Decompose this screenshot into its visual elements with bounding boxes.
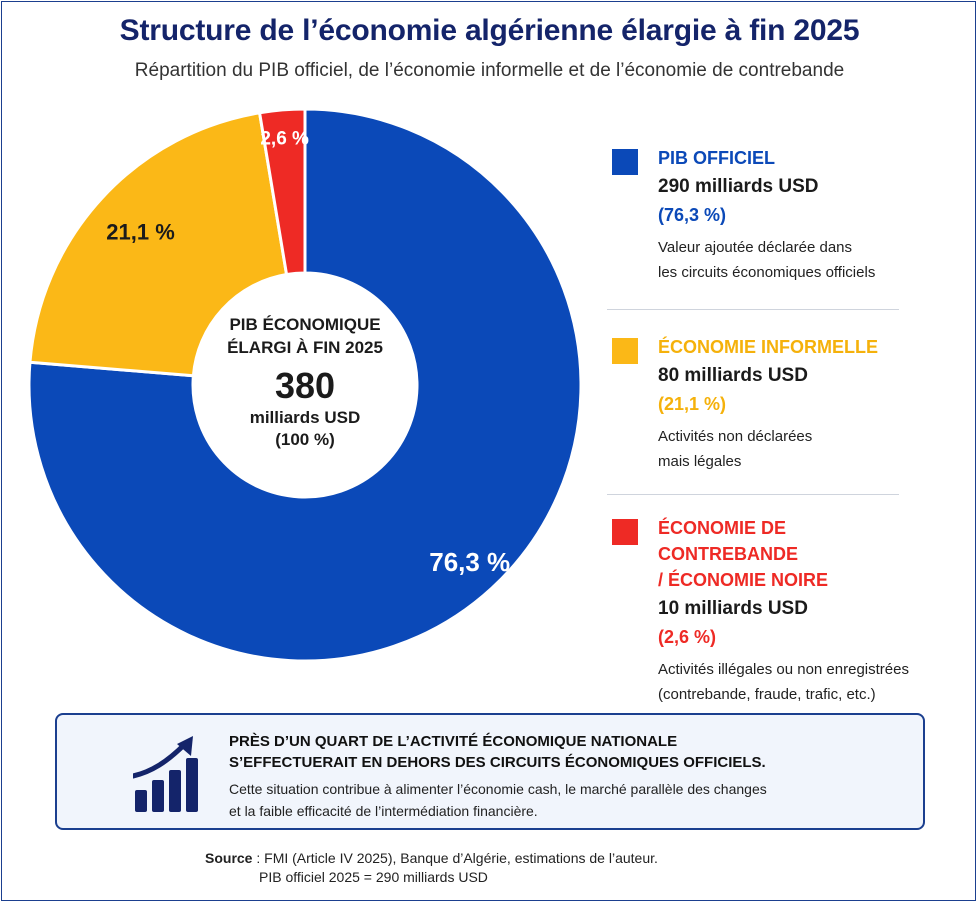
legend-desc-line: Activités non déclarées bbox=[658, 428, 813, 445]
legend-name-line1: ÉCONOMIE DE CONTREBANDE bbox=[658, 518, 799, 564]
center-total-value: 380 bbox=[274, 365, 336, 406]
insight-headline-line: S’EFFECTUERAIT EN DEHORS DES CIRCUITS ÉC… bbox=[229, 754, 766, 771]
donut-center-label: PIB ÉCONOMIQUE ÉLARGI À FIN 2025 380 mil… bbox=[195, 313, 415, 451]
insight-text-line: et la faible efficacité de l’intermédiat… bbox=[229, 803, 538, 819]
legend-value: 10 milliards USD bbox=[658, 598, 808, 619]
legend-divider bbox=[607, 494, 899, 495]
key-insight-box: PRÈS D’UN QUART DE L’ACTIVITÉ ÉCONOMIQUE… bbox=[55, 713, 925, 830]
center-total-percent: (100 %) bbox=[275, 430, 335, 449]
legend-value: 80 milliards USD bbox=[658, 365, 808, 386]
legend-divider bbox=[607, 309, 899, 310]
center-title-line1: PIB ÉCONOMIQUE bbox=[229, 315, 381, 334]
insight-text: Cette situation contribue à alimenter l’… bbox=[229, 778, 889, 822]
legend-swatch-red bbox=[612, 519, 638, 545]
legend-desc-line: Valeur ajoutée déclarée dans bbox=[658, 239, 853, 256]
slice-economie-contrebande bbox=[257, 107, 307, 277]
center-title-line2: ÉLARGI À FIN 2025 bbox=[227, 338, 383, 357]
slice-pib-officiel bbox=[27, 107, 583, 663]
slice-label-economie-informelle: 21,1 % bbox=[106, 219, 175, 244]
legend-description: Valeur ajoutée déclarée dans les circuit… bbox=[658, 235, 912, 285]
source-text-line2: PIB officiel 2025 = 290 milliards USD bbox=[259, 869, 488, 885]
insight-headline-line: PRÈS D’UN QUART DE L’ACTIVITÉ ÉCONOMIQUE… bbox=[229, 733, 678, 750]
insight-text-line: Cette situation contribue à alimenter l’… bbox=[229, 781, 767, 797]
legend-percent: (2,6 %) bbox=[658, 627, 717, 647]
insight-headline: PRÈS D’UN QUART DE L’ACTIVITÉ ÉCONOMIQUE… bbox=[229, 731, 889, 773]
source-note: Source : FMI (Article IV 2025), Banque d… bbox=[205, 849, 658, 887]
legend-percent: (21,1 %) bbox=[658, 394, 727, 414]
slice-label-pib-officiel: 76,3 % bbox=[429, 547, 510, 577]
legend-desc-line: mais légales bbox=[658, 453, 742, 470]
chart-subtitle: Répartition du PIB officiel, de l’économ… bbox=[134, 60, 845, 81]
slice-economie-informelle bbox=[28, 111, 289, 378]
legend-item-economie-contrebande: ÉCONOMIE DE CONTREBANDE / ÉCONOMIE NOIRE… bbox=[612, 515, 912, 707]
legend-swatch-blue bbox=[612, 149, 638, 175]
center-total-unit: milliards USD bbox=[249, 408, 361, 427]
source-label: Source bbox=[205, 850, 253, 866]
legend-percent: (76,3 %) bbox=[658, 205, 727, 225]
slice-label-economie-contrebande: 2,6 % bbox=[260, 128, 309, 149]
legend-swatch-yellow bbox=[612, 338, 638, 364]
chart-title: Structure de l’économie algérienne élarg… bbox=[119, 14, 860, 47]
growth-chart-icon bbox=[133, 736, 198, 812]
legend-name: ÉCONOMIE INFORMELLE bbox=[658, 337, 878, 357]
legend-desc-line: (contrebande, fraude, trafic, etc.) bbox=[658, 686, 876, 703]
legend-description: Activités non déclarées mais légales bbox=[658, 424, 912, 474]
legend-name-line2: / ÉCONOMIE NOIRE bbox=[658, 570, 829, 590]
legend-item-economie-informelle: ÉCONOMIE INFORMELLE 80 milliards USD (21… bbox=[612, 334, 912, 474]
legend-desc-line: les circuits économiques officiels bbox=[658, 264, 876, 281]
source-text: : FMI (Article IV 2025), Banque d’Algéri… bbox=[252, 850, 658, 866]
legend-description: Activités illégales ou non enregistrées … bbox=[658, 657, 912, 707]
legend-name: PIB OFFICIEL bbox=[658, 148, 775, 168]
legend-value: 290 milliards USD bbox=[658, 176, 819, 197]
legend-item-pib-officiel: PIB OFFICIEL 290 milliards USD (76,3 %) … bbox=[612, 145, 912, 285]
legend-desc-line: Activités illégales ou non enregistrées bbox=[658, 661, 909, 678]
